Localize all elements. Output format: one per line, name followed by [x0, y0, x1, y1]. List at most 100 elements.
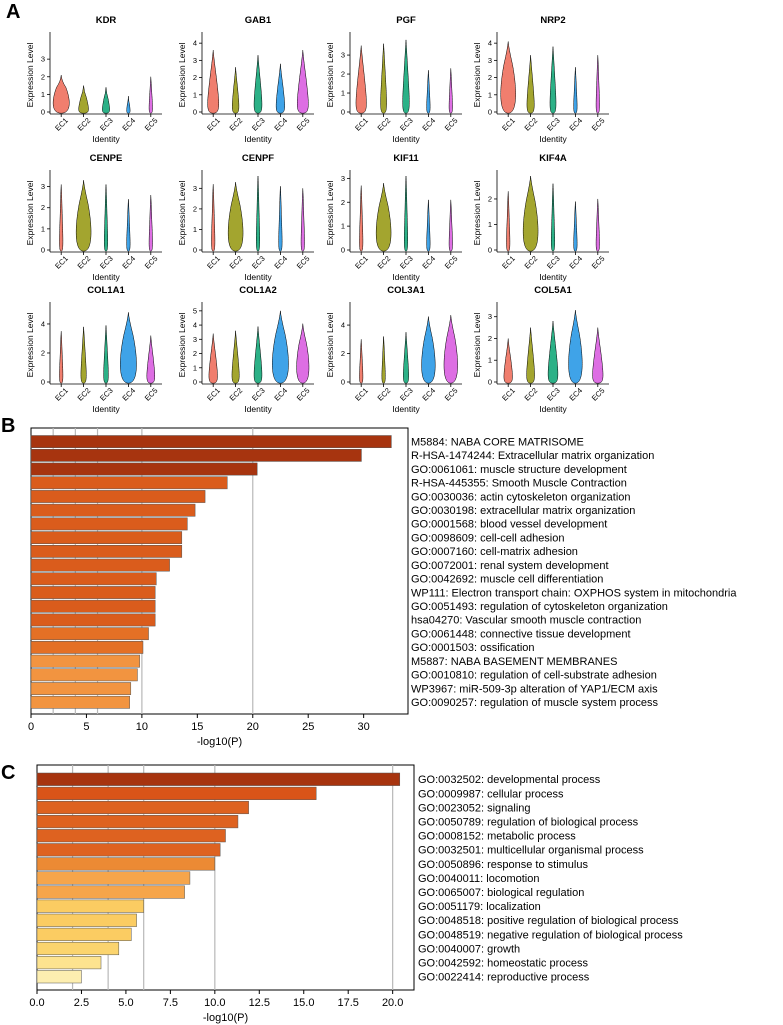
violin-y-tick-label: 1: [193, 90, 197, 99]
x-tick-label: 20.0: [382, 997, 403, 1009]
violin-y-tick-label: 2: [341, 70, 345, 79]
violin-cenpf-ec4: [278, 186, 283, 252]
violin-col3a1-ec4: [421, 316, 436, 384]
violin-nrp2-ec3: [549, 46, 557, 114]
bar-16: [30, 641, 144, 654]
violin-kdr-ec1: [52, 74, 70, 114]
violin-y-tick-label: 0: [41, 246, 45, 255]
bar-9: [30, 545, 183, 558]
violin-y-tick-label: 1: [488, 356, 492, 365]
violin-y-tick-label: 2: [193, 204, 197, 213]
violin-y-tick-label: 3: [341, 174, 345, 183]
violin-x-tick-label: EC3: [250, 116, 267, 133]
violin-xlabel: Identity: [244, 134, 272, 144]
violin-title-col1a1: COL1A1: [87, 285, 125, 296]
violin-pgf-ec2: [380, 43, 387, 114]
bar-term-label-20: GO:0090257: regulation of muscle system …: [411, 697, 659, 709]
violin-xlabel: Identity: [92, 404, 120, 414]
violin-plot-kif4a: KIF4A 0 1 2 Expression Level EC1 EC2 EC3 EC4 EC5 I…: [472, 153, 609, 282]
violin-x-tick-label: EC4: [420, 254, 437, 271]
violin-plot-cenpe: CENPE 0 1 2 3 Expression Level EC1 EC2 EC3 EC4 EC5…: [25, 153, 162, 282]
violin-col1a1-ec4: [120, 312, 137, 384]
violin-xlabel: Identity: [392, 404, 420, 414]
violin-nrp2-ec1: [500, 41, 516, 114]
violin-plot-kdr: KDR 0 1 2 3 Expression Level EC1 EC2 EC3 EC4 EC5 Id…: [25, 15, 162, 144]
x-tick-label: 5: [83, 721, 89, 733]
violin-x-tick-label: EC1: [205, 254, 222, 271]
violin-x-tick-label: EC4: [567, 116, 584, 133]
violin-x-tick-label: EC2: [376, 386, 393, 403]
violin-x-tick-label: EC5: [295, 116, 312, 133]
violin-x-tick-label: EC2: [376, 254, 393, 271]
violin-x-tick-label: EC3: [98, 254, 115, 271]
violin-xlabel: Identity: [244, 404, 272, 414]
violin-nrp2-ec5: [595, 55, 600, 114]
violin-col1a2-ec2: [231, 330, 240, 384]
violin-title-gab1: GAB1: [245, 15, 272, 26]
violin-xlabel: Identity: [244, 272, 272, 282]
violin-xlabel: Identity: [92, 272, 120, 282]
bar-term-label-11: GO:0042692: muscle cell differentiation: [411, 574, 603, 586]
bar-term-label-4: GO:0050789: regulation of biological pro…: [418, 816, 639, 828]
violin-cenpe-ec4: [126, 199, 131, 252]
violin-y-tick-label: 0: [488, 246, 492, 255]
violin-x-tick-label: EC5: [143, 386, 160, 403]
violin-y-tick-label: 2: [193, 73, 197, 82]
violin-y-tick-label: 2: [488, 73, 492, 82]
violin-ylabel: Expression Level: [177, 181, 187, 246]
violin-gab1-ec3: [253, 55, 263, 114]
violin-col5a1-ec5: [592, 327, 604, 384]
bar-14: [30, 613, 156, 627]
violin-x-tick-label: EC3: [250, 386, 267, 403]
violin-y-tick-label: 4: [193, 39, 197, 48]
violin-x-tick-label: EC2: [228, 116, 245, 133]
bar-term-label-7: GO:0050896: response to stimulus: [418, 859, 588, 871]
bar-9: [36, 885, 185, 899]
violin-col1a1-ec2: [80, 326, 87, 384]
bar-term-label-14: hsa04270: Vascular smooth muscle contrac…: [411, 615, 641, 627]
violin-x-tick-label: EC1: [500, 116, 517, 133]
violin-x-tick-label: EC2: [228, 254, 245, 271]
violin-kdr-ec2: [78, 85, 89, 114]
x-tick-label: 0.0: [29, 997, 44, 1009]
violin-pgf-ec4: [426, 70, 431, 114]
x-tick-label: 2.5: [74, 997, 89, 1009]
bar-8: [36, 871, 191, 885]
bar-12: [30, 586, 156, 599]
violin-kif4a-ec1: [506, 191, 511, 252]
bar-term-label-13: GO:0040007: growth: [418, 943, 520, 955]
violin-x-tick-label: EC1: [53, 116, 70, 133]
bar-6: [36, 843, 221, 857]
violin-title-nrp2: NRP2: [540, 15, 565, 26]
violin-x-tick-label: EC3: [250, 254, 267, 271]
bar-3: [30, 462, 258, 476]
violin-pgf-ec5: [448, 68, 453, 114]
violin-cenpe-ec1: [59, 184, 64, 252]
violin-kif4a-ec5: [595, 198, 600, 252]
violin-plot-gab1: GAB1 0 1 2 3 4 Expression Level EC1 EC2 EC3 EC4 EC5…: [177, 15, 314, 144]
violin-ylabel: Expression Level: [472, 313, 482, 378]
bar-1: [36, 772, 401, 786]
violin-title-cenpf: CENPF: [242, 153, 274, 164]
violin-x-tick-label: EC4: [567, 254, 584, 271]
violin-x-tick-label: EC3: [398, 386, 415, 403]
bar-term-label-7: GO:0001568: blood vessel development: [411, 519, 607, 531]
bar-term-label-8: GO:0040011: locomotion: [418, 873, 539, 885]
violin-col3a1-ec2: [381, 336, 386, 384]
bar-12: [36, 927, 132, 941]
violin-y-tick-label: 0: [488, 108, 492, 117]
violin-kif11-ec5: [448, 199, 453, 252]
x-tick-label: 17.5: [337, 997, 358, 1009]
violin-y-tick-label: 1: [488, 90, 492, 99]
bar-term-label-15: GO:0022414: reproductive process: [418, 972, 590, 984]
violin-col1a1-ec5: [146, 335, 155, 384]
bar-term-label-18: GO:0010810: regulation of cell-substrate…: [411, 670, 657, 682]
violin-ylabel: Expression Level: [325, 43, 335, 108]
violin-x-tick-label: EC5: [443, 116, 460, 133]
bar-term-label-9: GO:0065007: biological regulation: [418, 887, 584, 899]
violin-x-tick-label: EC4: [120, 254, 137, 271]
bar-term-label-5: GO:0008152: metabolic process: [418, 831, 576, 843]
violin-y-tick-label: 0: [341, 246, 345, 255]
violin-y-tick-label: 1: [41, 90, 45, 99]
